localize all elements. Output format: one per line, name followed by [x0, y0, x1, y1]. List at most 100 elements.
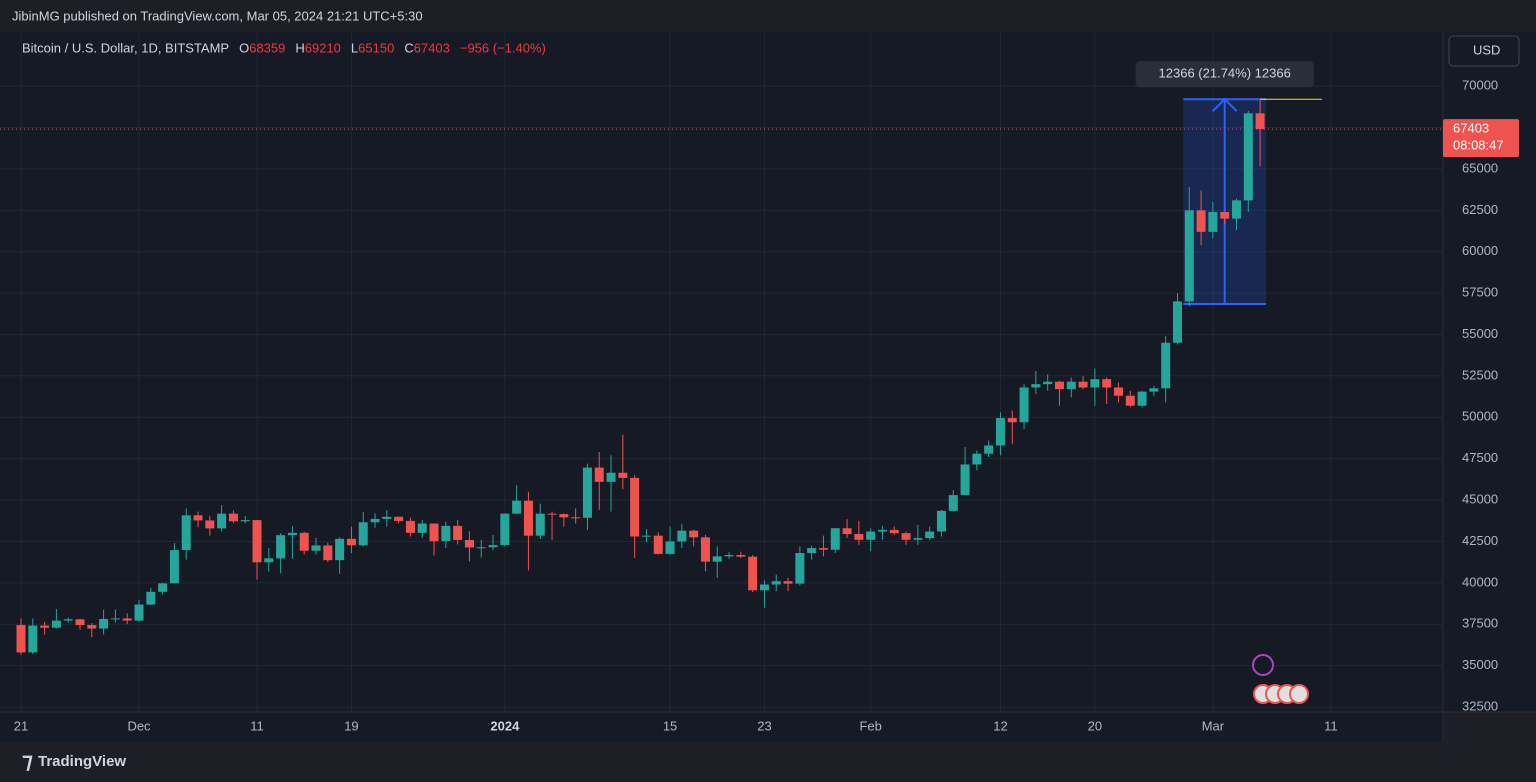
- currency[interactable]: USD: [1473, 42, 1500, 57]
- event-icon: [1289, 684, 1309, 704]
- candle-body: [335, 538, 345, 561]
- candle-body: [783, 581, 793, 584]
- change: −956 (−1.40%): [460, 40, 546, 55]
- x-tick-label: 23: [757, 718, 771, 733]
- candle-body: [818, 548, 828, 550]
- candle-body: [1019, 387, 1029, 423]
- candle-body: [1208, 211, 1218, 232]
- candle-body: [1007, 418, 1017, 423]
- y-tick-label: 45000: [1462, 492, 1498, 507]
- candle-body: [665, 541, 675, 554]
- x-tick-label: 15: [663, 718, 677, 733]
- candle-body: [594, 467, 604, 482]
- candle-body: [16, 625, 26, 653]
- y-tick-label: 52500: [1462, 367, 1498, 382]
- candle-body: [405, 520, 415, 533]
- candle-body: [547, 513, 557, 515]
- y-tick-label: 37500: [1462, 616, 1498, 631]
- candle-body: [299, 532, 309, 551]
- publisher: JibinMG published on TradingView.com, Ma…: [12, 8, 423, 23]
- candle-body: [217, 513, 227, 529]
- candle-body: [1137, 391, 1147, 406]
- candle-body: [877, 529, 887, 532]
- candle-body: [795, 553, 805, 584]
- y-tick-label: 60000: [1462, 243, 1498, 258]
- y-tick-label: 35000: [1462, 657, 1498, 672]
- candle-body: [276, 535, 286, 559]
- candle-body: [394, 516, 404, 521]
- candle-body: [1172, 301, 1182, 343]
- candle-body: [748, 556, 758, 591]
- logo: ⁊: [22, 748, 33, 773]
- candle-body: [1196, 210, 1206, 232]
- candle-body: [134, 604, 144, 621]
- event-icon: [1252, 654, 1274, 676]
- y-tick-label: 50000: [1462, 409, 1498, 424]
- candle-body: [28, 625, 38, 653]
- x-tick-label: 20: [1088, 718, 1102, 733]
- candle-body: [51, 620, 61, 628]
- candle-body: [984, 445, 994, 454]
- price-tag-value: 67403: [1453, 121, 1489, 136]
- candle-body: [370, 518, 380, 523]
- candle-body: [523, 500, 533, 536]
- candle-body: [358, 522, 368, 546]
- candle-body: [677, 530, 687, 542]
- candle-body: [311, 545, 321, 551]
- candle-body: [1113, 387, 1123, 396]
- x-tick-label: 19: [344, 718, 358, 733]
- candle-body: [936, 510, 946, 532]
- candle-body: [1066, 381, 1076, 390]
- candle-body: [287, 532, 297, 536]
- y-tick-label: 40000: [1462, 574, 1498, 589]
- candle-body: [205, 520, 215, 529]
- ohlc-letter: L: [351, 40, 358, 55]
- candle-body: [1031, 384, 1041, 388]
- candle-body: [995, 418, 1005, 446]
- candle-body: [559, 514, 569, 518]
- candle-body: [122, 618, 132, 621]
- plot-area: [0, 32, 1443, 712]
- candle-body: [158, 583, 168, 592]
- x-tick-label: Dec: [127, 718, 151, 733]
- candle-body: [535, 513, 545, 536]
- ohlc-letter: C: [404, 40, 413, 55]
- candle-body: [1102, 379, 1112, 388]
- candle-body: [323, 545, 333, 561]
- candle-body: [1090, 379, 1100, 388]
- y-tick-label: 57500: [1462, 285, 1498, 300]
- candle-body: [75, 619, 85, 626]
- candle-body: [712, 556, 722, 562]
- x-tick-label: 11: [1324, 718, 1338, 733]
- currency-button[interactable]: [1448, 35, 1520, 67]
- price-tag: [1443, 119, 1519, 158]
- candle-body: [240, 520, 250, 522]
- candle-body: [110, 618, 120, 620]
- ohlc-value: 67403: [414, 40, 450, 55]
- candle-body: [854, 534, 864, 540]
- y-tick-label: 42500: [1462, 533, 1498, 548]
- candle-body: [606, 472, 616, 482]
- candles: [16, 99, 1265, 655]
- candle-body: [889, 529, 899, 534]
- candle-body: [1231, 200, 1241, 219]
- candle-body: [571, 517, 581, 519]
- x-tick-label: 2024: [490, 718, 520, 733]
- candle-body: [40, 625, 50, 628]
- candle-body: [866, 531, 876, 540]
- candle-body: [417, 523, 427, 533]
- candle-body: [807, 548, 817, 554]
- candle-body: [759, 584, 769, 591]
- candle-body: [146, 591, 156, 605]
- candle-body: [901, 533, 911, 540]
- candle-body: [87, 625, 97, 629]
- grid: 12366 (21.74%) 12366: [0, 32, 1443, 712]
- y-tick-label: 32500: [1462, 698, 1498, 713]
- candle-body: [842, 528, 852, 535]
- candle-body: [913, 538, 923, 540]
- candle-body: [464, 539, 474, 548]
- candle-body: [925, 531, 935, 539]
- candle-body: [1161, 342, 1171, 389]
